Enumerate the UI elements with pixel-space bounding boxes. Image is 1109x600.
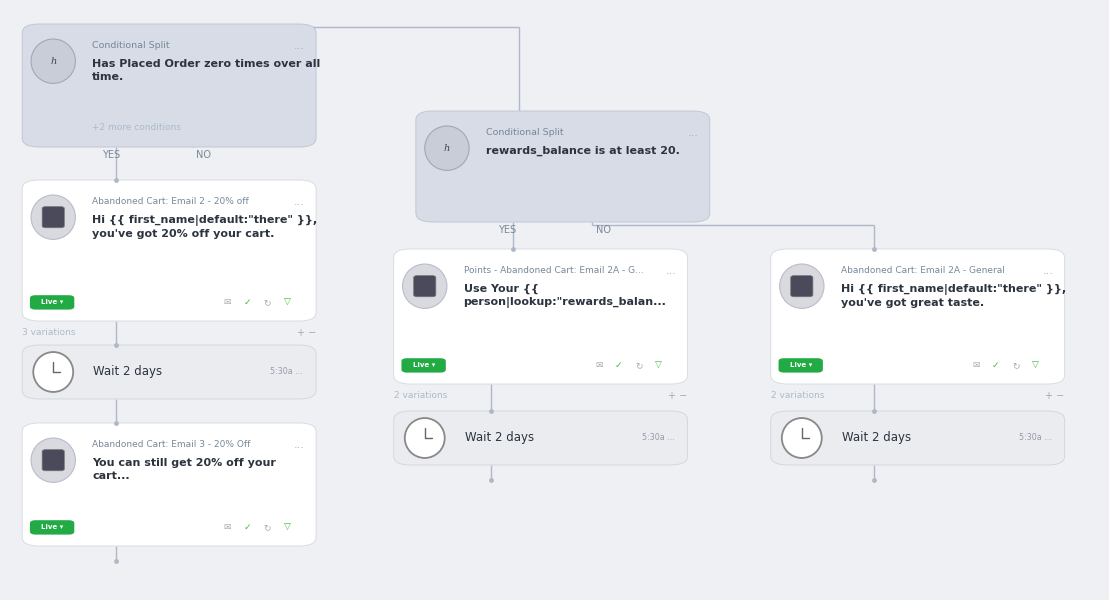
Text: Has Placed Order zero times over all
time.: Has Placed Order zero times over all tim… <box>92 59 321 82</box>
Text: 3 variations: 3 variations <box>22 328 75 337</box>
Text: ...: ... <box>294 440 305 450</box>
Ellipse shape <box>33 352 73 392</box>
Text: YES: YES <box>102 150 120 160</box>
Text: ▽: ▽ <box>284 298 291 307</box>
Text: + −: + − <box>669 391 688 401</box>
Text: ✓: ✓ <box>615 361 622 370</box>
Text: ...: ... <box>665 266 676 276</box>
Text: ↻: ↻ <box>264 523 271 532</box>
Ellipse shape <box>31 195 75 239</box>
FancyBboxPatch shape <box>394 249 688 384</box>
Text: +2 more conditions: +2 more conditions <box>92 123 181 132</box>
Text: ✉: ✉ <box>973 361 979 370</box>
FancyBboxPatch shape <box>401 358 446 373</box>
Text: h: h <box>50 57 57 66</box>
Text: ✉: ✉ <box>224 523 231 532</box>
Ellipse shape <box>780 264 824 308</box>
FancyBboxPatch shape <box>22 24 316 147</box>
Text: 5:30a ...: 5:30a ... <box>1018 433 1051 443</box>
FancyBboxPatch shape <box>42 449 64 471</box>
Text: Live ▾: Live ▾ <box>41 524 63 530</box>
Text: NO: NO <box>196 150 211 160</box>
Ellipse shape <box>425 126 469 170</box>
FancyBboxPatch shape <box>779 358 823 373</box>
Text: 5:30a ...: 5:30a ... <box>269 367 303 377</box>
Text: + −: + − <box>1046 391 1065 401</box>
Text: Abandoned Cart: Email 2 - 20% off: Abandoned Cart: Email 2 - 20% off <box>92 197 248 206</box>
Ellipse shape <box>31 39 75 83</box>
Ellipse shape <box>405 418 445 458</box>
Text: NO: NO <box>596 225 611 235</box>
Text: ✉: ✉ <box>224 298 231 307</box>
Text: ↻: ↻ <box>264 298 271 307</box>
Text: Live ▾: Live ▾ <box>41 299 63 305</box>
Text: YES: YES <box>498 225 517 235</box>
FancyBboxPatch shape <box>771 249 1065 384</box>
Text: ✓: ✓ <box>993 361 999 370</box>
Text: h: h <box>444 144 450 153</box>
Text: ↻: ↻ <box>1013 361 1019 370</box>
Text: 2 variations: 2 variations <box>771 391 824 400</box>
Text: ...: ... <box>294 197 305 207</box>
FancyBboxPatch shape <box>22 345 316 399</box>
Text: Hi {{ first_name|default:"there" }},
you've got 20% off your cart.: Hi {{ first_name|default:"there" }}, you… <box>92 215 317 239</box>
Text: Conditional Split: Conditional Split <box>486 128 563 137</box>
Text: Wait 2 days: Wait 2 days <box>93 365 162 379</box>
Ellipse shape <box>31 438 75 482</box>
Text: Wait 2 days: Wait 2 days <box>842 431 910 445</box>
Text: + −: + − <box>297 328 316 338</box>
Text: ...: ... <box>1042 266 1054 276</box>
FancyBboxPatch shape <box>42 206 64 228</box>
Text: 5:30a ...: 5:30a ... <box>641 433 674 443</box>
Text: 2 variations: 2 variations <box>394 391 447 400</box>
Text: Wait 2 days: Wait 2 days <box>465 431 533 445</box>
Text: Abandoned Cart: Email 2A - General: Abandoned Cart: Email 2A - General <box>841 266 1005 275</box>
Text: ...: ... <box>688 128 699 138</box>
Text: ...: ... <box>294 41 305 51</box>
Text: ↻: ↻ <box>635 361 642 370</box>
Text: ✓: ✓ <box>244 298 251 307</box>
Text: Abandoned Cart: Email 3 - 20% Off: Abandoned Cart: Email 3 - 20% Off <box>92 440 251 449</box>
Text: Conditional Split: Conditional Split <box>92 41 170 50</box>
Ellipse shape <box>782 418 822 458</box>
Text: ▽: ▽ <box>655 361 662 370</box>
Text: ✓: ✓ <box>244 523 251 532</box>
Text: Points - Abandoned Cart: Email 2A - G...: Points - Abandoned Cart: Email 2A - G... <box>464 266 643 275</box>
FancyBboxPatch shape <box>22 423 316 546</box>
Text: Live ▾: Live ▾ <box>790 362 812 368</box>
FancyBboxPatch shape <box>416 111 710 222</box>
FancyBboxPatch shape <box>791 275 813 297</box>
Text: Hi {{ first_name|default:"there" }},
you've got great taste.: Hi {{ first_name|default:"there" }}, you… <box>841 284 1066 308</box>
FancyBboxPatch shape <box>771 411 1065 465</box>
Text: ✉: ✉ <box>596 361 602 370</box>
FancyBboxPatch shape <box>30 520 74 535</box>
FancyBboxPatch shape <box>394 411 688 465</box>
Text: ▽: ▽ <box>1032 361 1039 370</box>
FancyBboxPatch shape <box>30 295 74 310</box>
FancyBboxPatch shape <box>22 180 316 321</box>
Text: rewards_balance is at least 20.: rewards_balance is at least 20. <box>486 146 680 156</box>
Text: Live ▾: Live ▾ <box>413 362 435 368</box>
FancyBboxPatch shape <box>414 275 436 297</box>
Text: ▽: ▽ <box>284 523 291 532</box>
Ellipse shape <box>403 264 447 308</box>
Text: Use Your {{
person|lookup:"rewards_balan...: Use Your {{ person|lookup:"rewards_balan… <box>464 284 667 308</box>
Text: You can still get 20% off your
cart...: You can still get 20% off your cart... <box>92 458 276 481</box>
